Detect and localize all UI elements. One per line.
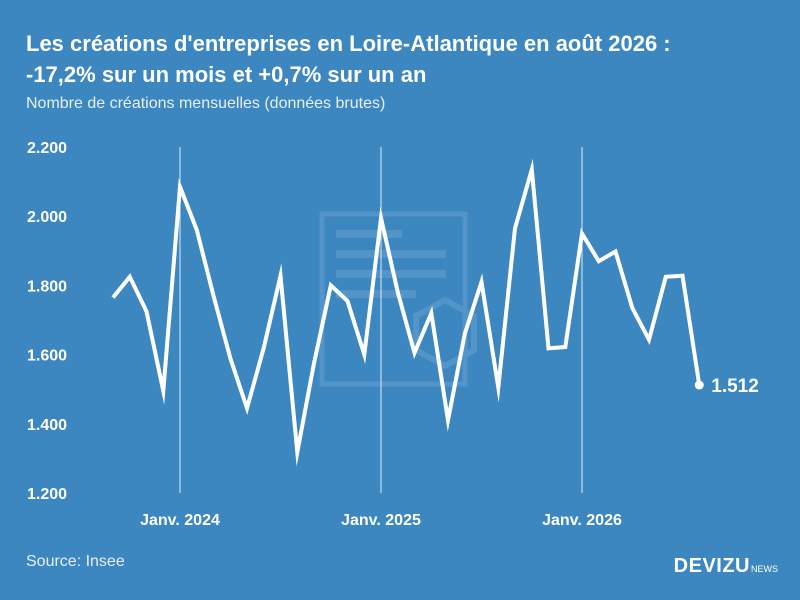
last-data-point: [694, 380, 704, 390]
x-tick-label: Janv. 2025: [341, 512, 421, 529]
chart-title: Les créations d'entreprises en Loire-Atl…: [26, 28, 786, 90]
y-tick-label: 1.200: [27, 486, 67, 503]
y-tick-label: 1.800: [27, 278, 67, 295]
chart-subtitle: Nombre de créations mensuelles (données …: [26, 95, 386, 112]
last-value-label: 1.512: [711, 376, 759, 397]
source-note: Source: Insee: [26, 553, 125, 570]
y-tick-label: 1.400: [27, 417, 67, 434]
brand-suffix: NEWS: [751, 564, 778, 574]
series-line: [111, 158, 702, 467]
brand-logo: DEVIZUNEWS: [674, 555, 778, 578]
x-tick-label: Janv. 2024: [140, 512, 220, 529]
y-tick-label: 2.200: [27, 140, 67, 157]
brand-name: DEVIZU: [673, 555, 750, 577]
title-line-1: Les créations d'entreprises en Loire-Atl…: [26, 31, 671, 56]
title-line-2: -17,2% sur un mois et +0,7% sur un an: [26, 62, 427, 87]
x-tick-label: Janv. 2026: [542, 512, 622, 529]
y-tick-label: 1.600: [27, 348, 67, 365]
y-tick-label: 2.000: [27, 209, 67, 226]
